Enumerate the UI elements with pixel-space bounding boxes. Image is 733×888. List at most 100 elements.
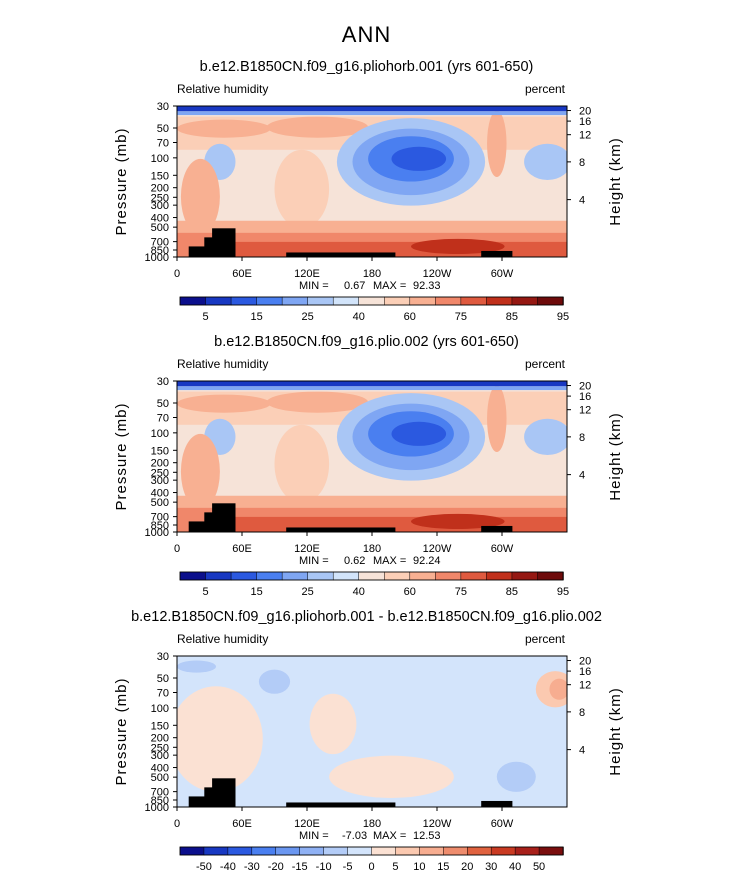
x-tick-label: 120W <box>423 543 452 555</box>
pressure-tick-label: 1000 <box>145 527 169 539</box>
colorbar-label: 50 <box>533 861 545 873</box>
topography-5 <box>481 525 513 532</box>
panel-2-variable-label: Relative humidity <box>177 357 269 371</box>
colorbar-box <box>227 846 253 856</box>
diff-positive-upper <box>309 693 357 755</box>
topography-3 <box>212 228 236 257</box>
colorbar-label: -15 <box>292 861 308 873</box>
field-tower-2 <box>180 433 220 510</box>
panel-1-min-label: MIN = <box>299 280 329 292</box>
colorbar-label: 0 <box>368 861 374 873</box>
pressure-tick-label: 30 <box>157 376 169 388</box>
height-tick-label: 8 <box>579 432 585 444</box>
field-boundary-max <box>411 238 505 254</box>
pressure-tick-label: 50 <box>157 398 169 410</box>
colorbar-box <box>307 571 334 581</box>
colorbar-box <box>205 296 232 306</box>
x-tick-label: 180 <box>363 268 381 280</box>
field-upper-maximum <box>266 116 369 138</box>
x-tick-label: 0 <box>174 543 180 555</box>
topography-3 <box>212 778 236 807</box>
colorbar-label: 20 <box>461 861 473 873</box>
colorbar-label: 5 <box>392 861 398 873</box>
y-axis-right-title: Height (km) <box>607 687 624 776</box>
field-tower-3 <box>487 385 507 452</box>
pressure-tick-label: 500 <box>151 497 169 509</box>
pressure-tick-label: 1000 <box>145 802 169 814</box>
panel-1-colorbar: 5 15 25 40 60 75 85 95 <box>179 296 569 323</box>
colorbar-box <box>256 571 283 581</box>
pressure-tick-label: 100 <box>151 153 169 165</box>
height-tick-label: 16 <box>579 116 591 128</box>
colorbar-box <box>419 846 445 856</box>
colorbar-box <box>358 571 386 581</box>
colorbar-box <box>537 571 564 581</box>
pressure-tick-label: 70 <box>157 137 169 149</box>
x-tick-label: 0 <box>174 818 180 830</box>
colorbar-label: 40 <box>353 311 365 323</box>
colorbar-box <box>511 296 539 306</box>
height-tick-label: 8 <box>579 157 585 169</box>
pressure-tick-label: 200 <box>151 733 169 745</box>
panel-3-max-label: MAX = <box>373 830 407 842</box>
pressure-tick-label: 250 <box>151 467 169 479</box>
pressure-tick-label: 400 <box>151 488 169 500</box>
pressure-tick-label: 400 <box>151 213 169 225</box>
height-tick-label: 12 <box>579 680 591 692</box>
colorbar-label: -30 <box>244 861 260 873</box>
colorbar-box <box>409 571 437 581</box>
colorbar-box <box>205 571 232 581</box>
colorbar-box <box>384 571 411 581</box>
pressure-tick-label: 30 <box>157 101 169 113</box>
main-title: ANN <box>341 22 392 47</box>
panel-1-min-value: 0.67 <box>344 280 366 292</box>
colorbar-box <box>435 571 462 581</box>
colorbar-label: 5 <box>202 311 208 323</box>
y-axis-title: Pressure (mb) <box>113 127 130 235</box>
colorbar-box <box>256 296 283 306</box>
panel-1-max-label: MAX = <box>373 280 407 292</box>
x-tick-label: 60W <box>491 543 514 555</box>
colorbar-box <box>323 846 349 856</box>
colorbar-box <box>409 296 437 306</box>
colorbar-box <box>230 296 258 306</box>
colorbar-box <box>460 296 488 306</box>
field-strat-1 <box>177 381 567 387</box>
colorbar-box <box>537 296 564 306</box>
colorbar-label: 25 <box>302 586 314 598</box>
pressure-tick-label: 850 <box>151 245 169 257</box>
panel-2-min-label: MIN = <box>299 555 329 567</box>
colorbar-box <box>435 296 462 306</box>
colorbar-label: 25 <box>302 311 314 323</box>
topography-5 <box>481 800 513 807</box>
height-tick-label: 16 <box>579 666 591 678</box>
field-dry-right <box>524 143 567 180</box>
colorbar-box <box>203 846 229 856</box>
pressure-tick-label: 500 <box>151 222 169 234</box>
pressure-tick-label: 200 <box>151 183 169 195</box>
colorbar-box <box>384 296 411 306</box>
colorbar-box <box>307 296 334 306</box>
field-upper-left <box>177 119 271 138</box>
colorbar-frame <box>179 571 564 581</box>
colorbar-label: 60 <box>404 586 416 598</box>
field-boundary-max <box>411 513 505 529</box>
diff-negative-1 <box>258 669 291 694</box>
colorbar-box <box>514 846 540 856</box>
pressure-tick-label: 700 <box>151 787 169 799</box>
panel-2-units-label: percent <box>524 357 565 371</box>
pressure-tick-label: 300 <box>151 750 169 762</box>
panel-3-min-value: -7.03 <box>342 830 368 842</box>
colorbar-box <box>538 846 564 856</box>
x-tick-label: 120W <box>423 818 452 830</box>
colorbar-box <box>443 846 468 856</box>
colorbar-box <box>281 296 309 306</box>
pressure-tick-label: 500 <box>151 772 169 784</box>
pressure-tick-label: 150 <box>151 170 169 182</box>
colorbar-box <box>179 846 205 856</box>
pressure-tick-label: 700 <box>151 237 169 249</box>
pressure-tick-label: 150 <box>151 445 169 457</box>
pressure-tick-label: 200 <box>151 458 169 470</box>
field-1 <box>177 106 567 257</box>
panel-3-colorbar: -50 -40 -30 -20 -15 -10 -5 0 5 10 15 20 30 40 50 <box>179 846 564 873</box>
